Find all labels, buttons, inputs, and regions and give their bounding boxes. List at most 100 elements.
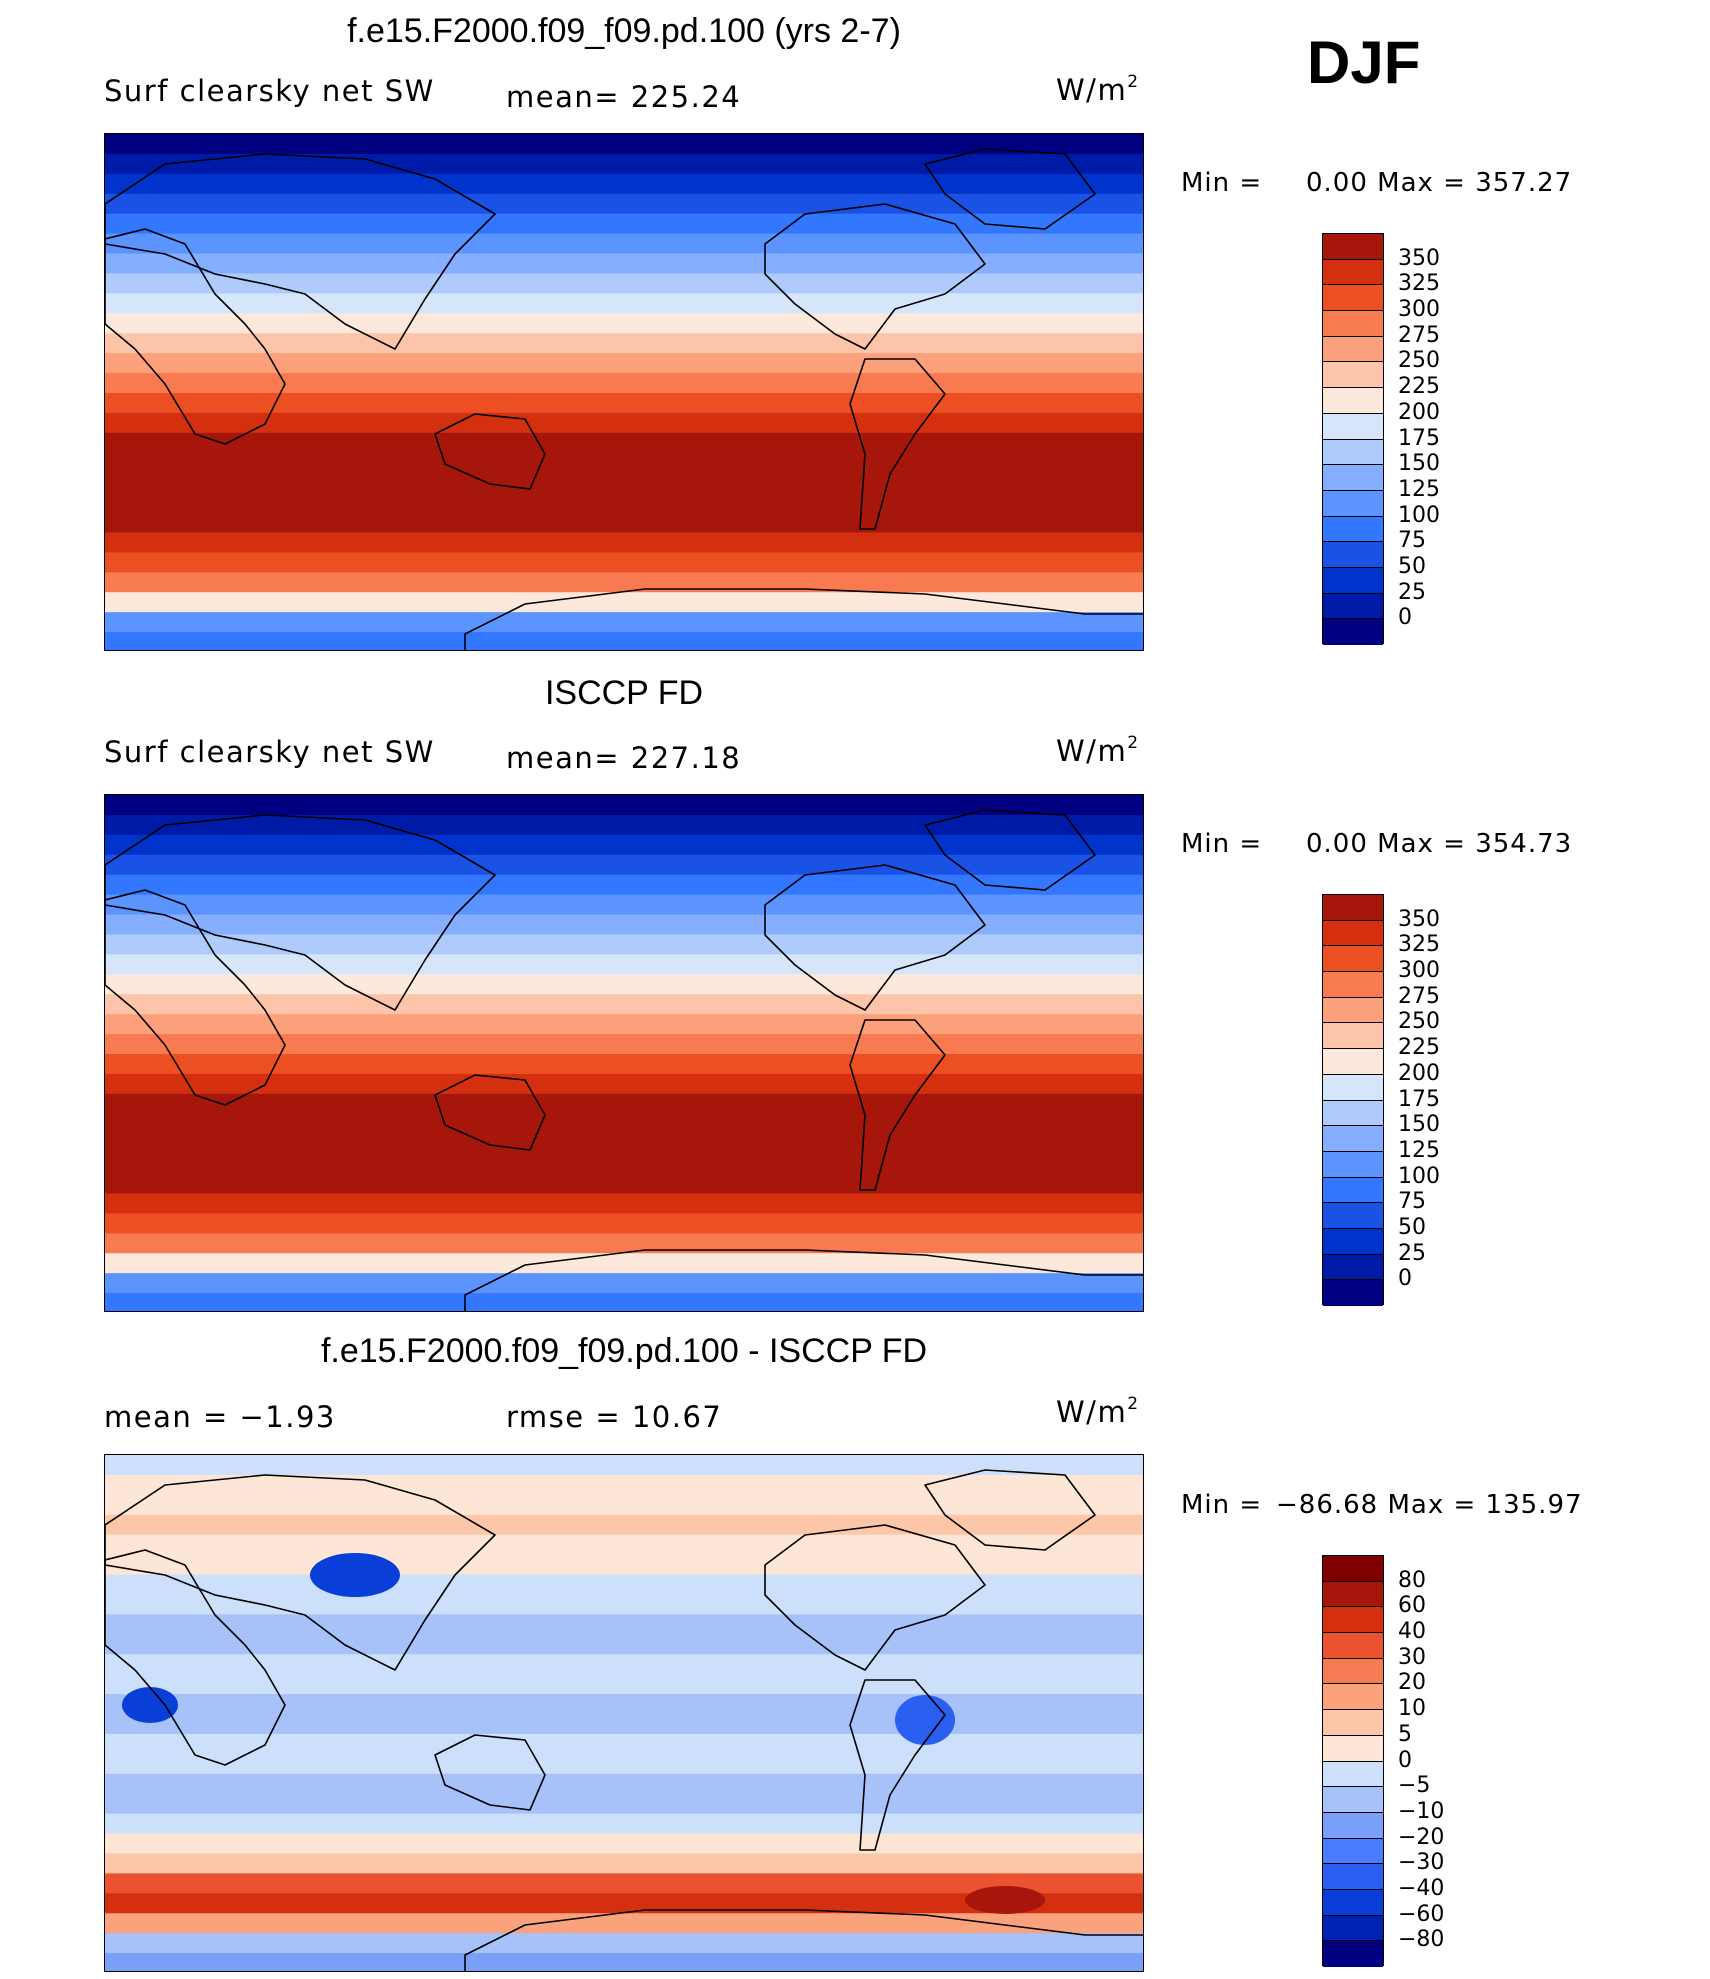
- panel-1-min-label: Min =: [1181, 168, 1263, 198]
- colorbar-tick-label: −30: [1398, 1850, 1445, 1876]
- colorbar-tick-label: 200: [1398, 1060, 1440, 1086]
- coastline: [764, 864, 986, 1011]
- coastline: [849, 1019, 946, 1191]
- field-band: [105, 632, 1143, 650]
- colorbar-swatch: [1323, 1812, 1383, 1839]
- panel-2-title: ISCCP FD: [544, 674, 704, 712]
- field-band: [105, 293, 1143, 315]
- field-band: [105, 393, 1143, 414]
- field-band: [105, 173, 1143, 195]
- field-band: [105, 1073, 1143, 1095]
- panel-2-mean-label: mean= 227.18: [506, 741, 742, 775]
- field-band: [105, 412, 1143, 434]
- field-maximum: [743, 1135, 787, 1155]
- colorbar-swatch: [1323, 1864, 1383, 1890]
- colorbar-tick-label: 10: [1398, 1696, 1426, 1722]
- panel-2-colorbar: [1322, 894, 1384, 1306]
- colorbar-tick-label: 0: [1398, 1747, 1412, 1773]
- colorbar-swatch: [1323, 1915, 1383, 1942]
- coastline: [105, 228, 286, 445]
- field-band: [105, 1133, 1143, 1155]
- colorbar-tick-label: 325: [1398, 932, 1440, 958]
- colorbar-swatch: [1323, 1126, 1383, 1152]
- panel-3-minmax-values: −86.68 Max = 135.97: [1276, 1490, 1583, 1520]
- field-band: [105, 1654, 1143, 1676]
- panel-3-mean-label: mean = −1.93: [104, 1400, 336, 1434]
- colorbar-swatch: [1323, 1581, 1383, 1608]
- field-band: [105, 153, 1143, 175]
- colorbar-swatch: [1323, 1735, 1383, 1762]
- coastline: [924, 809, 1096, 891]
- colorbar-tick-label: 20: [1398, 1670, 1426, 1696]
- colorbar-tick-label: 75: [1398, 1189, 1426, 1215]
- field-maximum: [743, 474, 787, 494]
- coastline: [105, 889, 286, 1106]
- colorbar-tick-label: −5: [1398, 1773, 1431, 1799]
- panel-2-variable-label: Surf clearsky net SW: [104, 735, 435, 769]
- colorbar-tick-label: 300: [1398, 958, 1440, 984]
- colorbar-swatch: [1323, 567, 1383, 594]
- colorbar-swatch: [1323, 593, 1383, 620]
- field-minimum: [122, 1687, 178, 1723]
- field-band: [105, 1534, 1143, 1556]
- field-band: [105, 795, 1143, 816]
- colorbar-swatch: [1323, 1684, 1383, 1711]
- colorbar-swatch: [1323, 1710, 1383, 1736]
- field-band: [105, 193, 1143, 215]
- colorbar-tick-label: 25: [1398, 1240, 1426, 1266]
- field-band: [105, 1233, 1143, 1255]
- field-band: [105, 253, 1143, 275]
- field-band: [105, 874, 1143, 896]
- colorbar-swatch: [1323, 1023, 1383, 1050]
- field-band: [105, 1514, 1143, 1536]
- colorbar-swatch: [1323, 619, 1383, 645]
- colorbar-swatch: [1323, 1607, 1383, 1634]
- field-band: [105, 1833, 1143, 1855]
- panel-1-title: f.e15.F2000.f09_f09.pd.100 (yrs 2-7): [347, 12, 901, 50]
- field-band: [105, 333, 1143, 355]
- colorbar-swatch: [1323, 1761, 1383, 1788]
- field-band: [105, 1694, 1143, 1715]
- colorbar-swatch: [1323, 259, 1383, 286]
- coastline: [434, 413, 546, 490]
- colorbar-tick-label: 325: [1398, 271, 1440, 297]
- colorbar-tick-label: 100: [1398, 1163, 1440, 1189]
- field-band: [105, 1293, 1143, 1311]
- coastline: [105, 814, 496, 1011]
- field-band: [105, 854, 1143, 876]
- panel-3-map-field: [105, 1455, 1143, 1971]
- field-band: [105, 894, 1143, 916]
- field-band: [105, 1594, 1143, 1616]
- field-band: [105, 134, 1143, 155]
- colorbar-swatch: [1323, 1658, 1383, 1685]
- colorbar-tick-label: 250: [1398, 348, 1440, 374]
- colorbar-tick-label: 350: [1398, 906, 1440, 932]
- colorbar-tick-label: 0: [1398, 1266, 1412, 1292]
- colorbar-tick-label: 275: [1398, 322, 1440, 348]
- field-band: [105, 974, 1143, 996]
- colorbar-tick-label: −60: [1398, 1901, 1445, 1927]
- colorbar-swatch: [1323, 311, 1383, 337]
- colorbar-tick-label: 100: [1398, 502, 1440, 528]
- season-label: DJF: [1307, 29, 1421, 96]
- panel-2-units: W/m2: [1056, 733, 1139, 768]
- field-band: [105, 1034, 1143, 1055]
- colorbar-swatch: [1323, 542, 1383, 568]
- panel-2-map: [104, 794, 1144, 1312]
- colorbar-tick-label: 60: [1398, 1593, 1426, 1619]
- colorbar-tick-label: 80: [1398, 1567, 1426, 1593]
- field-band: [105, 592, 1143, 614]
- field-band: [105, 954, 1143, 976]
- colorbar-swatch: [1323, 413, 1383, 440]
- colorbar-swatch: [1323, 972, 1383, 998]
- colorbar-swatch: [1323, 1787, 1383, 1813]
- field-band: [105, 532, 1143, 554]
- field-band: [105, 1714, 1143, 1735]
- field-band: [105, 472, 1143, 494]
- field-band: [105, 213, 1143, 235]
- field-band: [105, 1093, 1143, 1115]
- field-band: [105, 1014, 1143, 1036]
- field-band: [105, 1554, 1143, 1576]
- field-band: [105, 1913, 1143, 1935]
- field-maximum: [965, 1886, 1045, 1914]
